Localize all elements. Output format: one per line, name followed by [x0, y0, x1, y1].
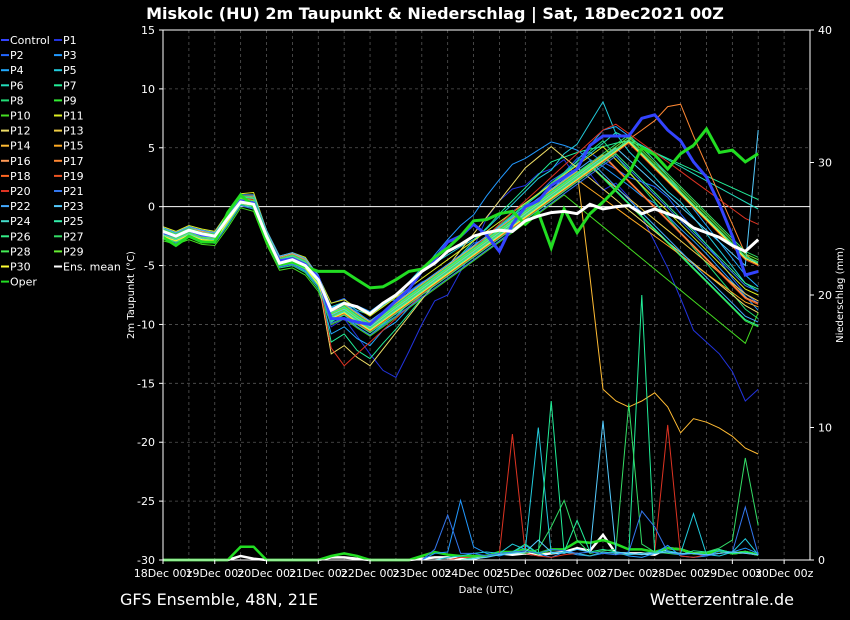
y-tick-label: -5: [144, 260, 155, 273]
legend-label: P29: [63, 245, 84, 258]
y-tick-label: 10: [141, 83, 155, 96]
legend-label: P23: [63, 200, 84, 213]
legend-label: P13: [63, 125, 84, 138]
legend: Control P1 P2 P3 P4 P5 P6 P7 P8 P9 P10 P11 P12 P13 P14…: [1, 34, 121, 289]
legend-label: P3: [63, 49, 77, 62]
precip-line-p27: [163, 403, 759, 561]
plot-frame: [162, 29, 811, 561]
legend-label: P20: [10, 185, 31, 198]
legend-label: P22: [10, 200, 31, 213]
legend-label: P4: [10, 64, 24, 77]
legend-label: P15: [63, 140, 84, 153]
legend-label: P5: [63, 64, 77, 77]
x-tick-label: 23Dec 00z: [393, 567, 452, 580]
legend-label: P7: [63, 79, 77, 92]
x-tick-label: 29Dec 00z: [703, 567, 762, 580]
x-tick-label: 21Dec 00z: [289, 567, 348, 580]
legend-label: P25: [63, 215, 84, 228]
legend-label: P30: [10, 261, 31, 274]
legend-label: Control: [10, 34, 50, 47]
legend-label: Oper: [10, 276, 37, 289]
y-tick-label: -10: [137, 318, 155, 331]
grid: [163, 30, 810, 560]
series-line-ens-mean: [162, 200, 760, 316]
x-tick-label: 18Dec 00z: [134, 567, 193, 580]
y-tick-label: -30: [137, 554, 155, 567]
x-tick-label: 20Dec 00z: [237, 567, 296, 580]
x-tick-label: 30Dec 00z: [755, 567, 814, 580]
legend-label: P11: [63, 110, 84, 123]
series-line-p22: [162, 160, 759, 323]
x-axis-label: Date (UTC): [459, 585, 514, 596]
y-tick-label: -25: [137, 495, 155, 508]
y-tick-label: 15: [141, 24, 155, 37]
y-tick-label: 5: [148, 142, 155, 155]
x-tick-label: 19Dec 00z: [185, 567, 244, 580]
y-axis-right-label: Niederschlag (mm): [835, 247, 846, 343]
chart-title: Miskolc (HU) 2m Taupunkt & Niederschlag …: [146, 4, 724, 24]
y-right-tick-label: 10: [818, 422, 832, 435]
legend-label: P14: [10, 140, 31, 153]
y-tick-label: 0: [148, 201, 155, 214]
y-axis-left: 15 10 5 0 -5 -10 -15 -20 -25 -30: [137, 24, 163, 567]
y-right-tick-label: 30: [818, 157, 832, 170]
x-tick-label: 22Dec 00z: [341, 567, 400, 580]
legend-label: P9: [63, 94, 77, 107]
x-tick-label: 26Dec 00z: [548, 567, 607, 580]
y-right-tick-label: 20: [818, 289, 832, 302]
legend-label: P28: [10, 245, 31, 258]
series-line-p17: [162, 103, 759, 329]
legend-label: P6: [10, 79, 24, 92]
x-tick-label: 27Dec 00z: [600, 567, 659, 580]
legend-label: P19: [63, 170, 84, 183]
legend-label: P10: [10, 110, 31, 123]
legend-label: P16: [10, 155, 31, 168]
x-tick-label: 24Dec 00z: [444, 567, 503, 580]
legend-label: P2: [10, 49, 24, 62]
x-tick-label: 28Dec 00z: [651, 567, 710, 580]
precip-line-p20: [163, 424, 759, 561]
legend-label: P8: [10, 94, 24, 107]
precip-line-p7: [163, 294, 759, 561]
legend-label: P27: [63, 230, 84, 243]
y-right-tick-label: 0: [818, 554, 825, 567]
y-tick-label: -20: [137, 436, 155, 449]
legend-label: P24: [10, 215, 31, 228]
y-tick-label: -15: [137, 377, 155, 390]
series-line-control: [162, 113, 759, 327]
footer-model: GFS Ensemble, 48N, 21E: [120, 590, 318, 609]
legend-label: P21: [63, 185, 84, 198]
y-axis-label: 2m Taupunkt (°C): [126, 251, 137, 339]
y-axis-right: 40 30 20 10 0: [810, 24, 832, 567]
precip-line-p5: [163, 427, 759, 561]
series-line-p27: [162, 134, 759, 324]
legend-label: P1: [63, 34, 77, 47]
series-line-p23: [162, 130, 759, 328]
legend-label: P12: [10, 125, 31, 138]
legend-label: P26: [10, 230, 31, 243]
legend-label: P18: [10, 170, 31, 183]
legend-label: Ens. mean: [63, 261, 121, 274]
y-right-tick-label: 40: [818, 24, 832, 37]
plot-area: [162, 100, 760, 562]
legend-label: P17: [63, 155, 84, 168]
footer-source: Wetterzentrale.de: [650, 590, 794, 609]
x-tick-label: 25Dec 00z: [496, 567, 555, 580]
